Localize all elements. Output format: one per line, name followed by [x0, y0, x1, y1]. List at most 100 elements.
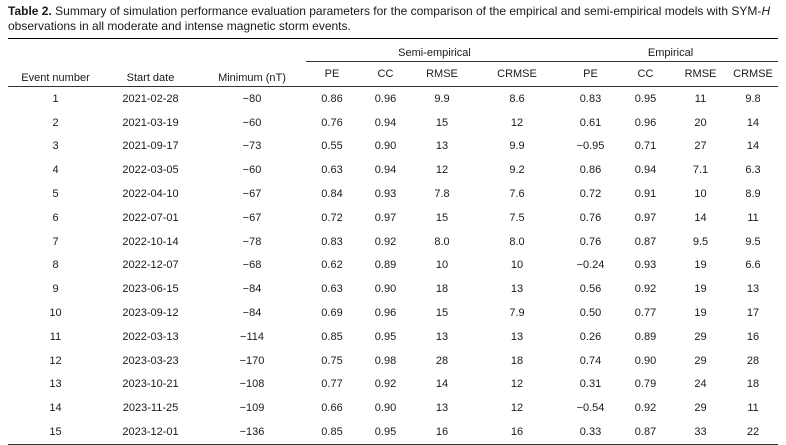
cell-semi-rmse: 15 — [435, 307, 449, 320]
cell-emp-rmse: 11 — [694, 92, 707, 105]
cell-event-number: 4 — [52, 164, 59, 177]
header-event-number: Event number — [8, 39, 103, 87]
cell-start-date: 2022-03-05 — [122, 164, 179, 177]
cell-emp-cc: 0.90 — [634, 354, 657, 367]
cell-minimum: −78 — [242, 235, 262, 248]
cell-semi-pe: 0.83 — [321, 235, 343, 248]
cell-semi-cc: 0.90 — [374, 402, 397, 415]
cell-start-date: 2022-03-13 — [122, 330, 179, 343]
table-row: 15 2023-12-01 −136 0.85 0.95 16 16 0.33 0.87 33 22 — [8, 420, 778, 444]
cell-semi-cc: 0.93 — [374, 188, 397, 201]
cell-emp-pe: 0.76 — [579, 235, 602, 248]
cell-emp-cc: 0.77 — [634, 307, 657, 320]
cell-emp-pe: 0.74 — [579, 354, 602, 367]
cell-emp-rmse: 33 — [694, 426, 707, 439]
table-row: 11 2022-03-13 −114 0.85 0.95 13 13 0.26 0.89 29 16 — [8, 325, 778, 349]
cell-emp-crmse: 9.5 — [745, 235, 761, 248]
cell-minimum: −114 — [240, 330, 264, 343]
cell-emp-crmse: 13 — [746, 283, 760, 296]
cell-semi-cc: 0.92 — [374, 235, 397, 248]
cell-semi-rmse: 8.0 — [434, 235, 450, 248]
header-semi-crmse: CRMSE — [471, 61, 563, 87]
table-row: 2 2021-03-19 −60 0.76 0.94 15 12 0.61 0.96 20 14 — [8, 111, 778, 135]
cell-emp-pe: 0.33 — [579, 426, 602, 439]
cell-emp-rmse: 29 — [694, 354, 707, 367]
cell-start-date: 2023-12-01 — [122, 426, 179, 439]
cell-semi-pe: 0.75 — [321, 354, 343, 367]
caption-label: Table 2. — [8, 4, 52, 18]
data-table: Event number Start date Minimum (nT) Sem… — [8, 39, 779, 444]
table-row: 12 2023-03-23 −170 0.75 0.98 28 18 0.74 0.90 29 28 — [8, 349, 778, 373]
cell-emp-cc: 0.92 — [634, 283, 657, 296]
cell-semi-rmse: 14 — [435, 378, 449, 391]
cell-semi-crmse: 13 — [510, 283, 524, 296]
cell-semi-crmse: 8.0 — [509, 235, 525, 248]
cell-semi-cc: 0.90 — [374, 140, 397, 153]
cell-semi-crmse: 10 — [510, 259, 524, 272]
cell-semi-pe: 0.84 — [321, 188, 343, 201]
cell-event-number: 9 — [52, 283, 59, 296]
top-rule — [8, 38, 778, 39]
cell-semi-crmse: 16 — [510, 426, 524, 439]
cell-semi-rmse: 12 — [435, 164, 449, 177]
cell-semi-crmse: 7.5 — [509, 211, 525, 224]
cell-emp-pe: 0.31 — [579, 378, 602, 391]
header-group-row: Event number Start date Minimum (nT) Sem… — [8, 39, 779, 87]
header-semi-rmse: RMSE — [413, 61, 471, 87]
cell-semi-rmse: 13 — [435, 402, 449, 415]
cell-semi-crmse: 18 — [510, 354, 524, 367]
cell-semi-crmse: 12 — [510, 378, 524, 391]
cell-emp-cc: 0.87 — [634, 426, 657, 439]
cell-semi-rmse: 18 — [435, 283, 449, 296]
cell-emp-pe: 0.72 — [579, 188, 602, 201]
cell-semi-crmse: 8.6 — [509, 92, 525, 105]
table-row: 6 2022-07-01 −67 0.72 0.97 15 7.5 0.76 0.97 14 11 — [8, 206, 778, 230]
cell-semi-cc: 0.98 — [374, 354, 397, 367]
cell-event-number: 12 — [49, 354, 62, 367]
cell-semi-pe: 0.76 — [321, 116, 343, 129]
cell-minimum: −136 — [239, 426, 265, 439]
cell-emp-pe: −0.95 — [576, 140, 605, 153]
cell-start-date: 2023-06-15 — [122, 283, 179, 296]
cell-emp-crmse: 18 — [746, 378, 760, 391]
cell-emp-rmse: 14 — [694, 211, 707, 224]
cell-event-number: 11 — [49, 330, 62, 343]
cell-emp-pe: 0.76 — [579, 211, 602, 224]
cell-semi-cc: 0.90 — [374, 283, 397, 296]
cell-emp-crmse: 11 — [747, 402, 759, 415]
cell-emp-pe: 0.26 — [579, 330, 602, 343]
cell-minimum: −84 — [242, 307, 262, 320]
header-group-empirical: Empirical — [563, 39, 779, 62]
cell-event-number: 14 — [49, 402, 62, 415]
table-body: 1 2021-02-28 −80 0.86 0.96 9.9 8.6 0.83 0.95 11 9.… — [8, 87, 778, 444]
cell-semi-pe: 0.55 — [321, 140, 343, 153]
cell-semi-crmse: 12 — [510, 402, 524, 415]
header-emp-cc: CC — [618, 61, 673, 87]
cell-event-number: 3 — [52, 140, 59, 153]
header-start-date: Start date — [103, 39, 198, 87]
cell-minimum: −67 — [242, 188, 262, 201]
cell-start-date: 2022-12-07 — [122, 259, 179, 272]
cell-emp-pe: 0.61 — [579, 116, 602, 129]
cell-semi-rmse: 10 — [435, 259, 449, 272]
cell-event-number: 6 — [52, 211, 59, 224]
cell-emp-rmse: 24 — [694, 378, 707, 391]
cell-start-date: 2022-10-14 — [122, 235, 179, 248]
cell-emp-cc: 0.97 — [634, 211, 657, 224]
cell-semi-crmse: 9.9 — [509, 140, 525, 153]
cell-event-number: 15 — [49, 426, 62, 439]
cell-start-date: 2021-02-28 — [122, 92, 179, 105]
cell-emp-crmse: 6.6 — [745, 259, 761, 272]
cell-emp-crmse: 22 — [746, 426, 760, 439]
caption-text: Summary of simulation performance evalua… — [55, 4, 762, 18]
cell-emp-rmse: 29 — [694, 330, 707, 343]
header-semi-cc: CC — [358, 61, 413, 87]
cell-semi-pe: 0.85 — [321, 426, 343, 439]
cell-emp-cc: 0.92 — [634, 402, 657, 415]
header-emp-rmse: RMSE — [673, 61, 728, 87]
cell-emp-pe: 0.86 — [579, 164, 602, 177]
cell-start-date: 2022-04-10 — [122, 188, 179, 201]
cell-emp-rmse: 20 — [694, 116, 707, 129]
cell-event-number: 5 — [52, 188, 59, 201]
cell-emp-cc: 0.93 — [634, 259, 657, 272]
